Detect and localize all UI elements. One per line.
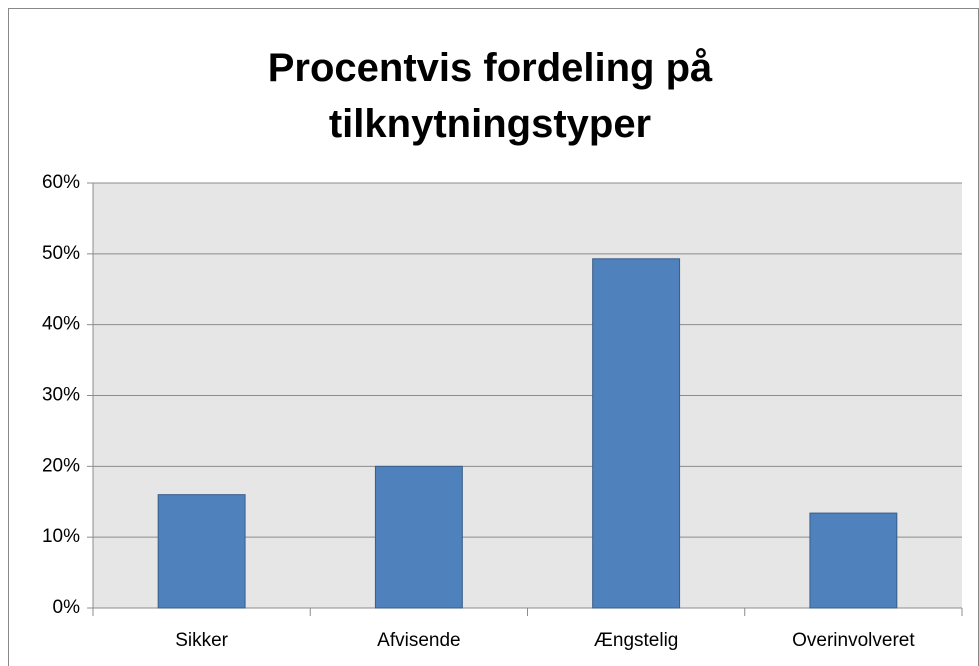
x-tick-label: Overinvolveret	[792, 630, 915, 651]
y-tick-label: 60%	[42, 172, 80, 193]
x-tick-label: Afvisende	[377, 630, 460, 651]
bar	[592, 258, 681, 609]
y-tick-label: 10%	[42, 526, 80, 547]
y-tick-label: 40%	[42, 314, 80, 335]
x-tick-label: Ængstelig	[594, 630, 679, 651]
bar	[157, 494, 246, 609]
x-tick-label: Sikker	[175, 630, 228, 651]
bar	[809, 512, 898, 609]
bar	[374, 465, 463, 609]
y-tick-label: 50%	[42, 243, 80, 264]
y-tick-label: 20%	[42, 455, 80, 476]
y-tick-label: 30%	[42, 385, 80, 406]
y-tick-label: 0%	[53, 597, 81, 618]
chart-title: Procentvis fordeling på tilknytningstype…	[267, 46, 713, 146]
